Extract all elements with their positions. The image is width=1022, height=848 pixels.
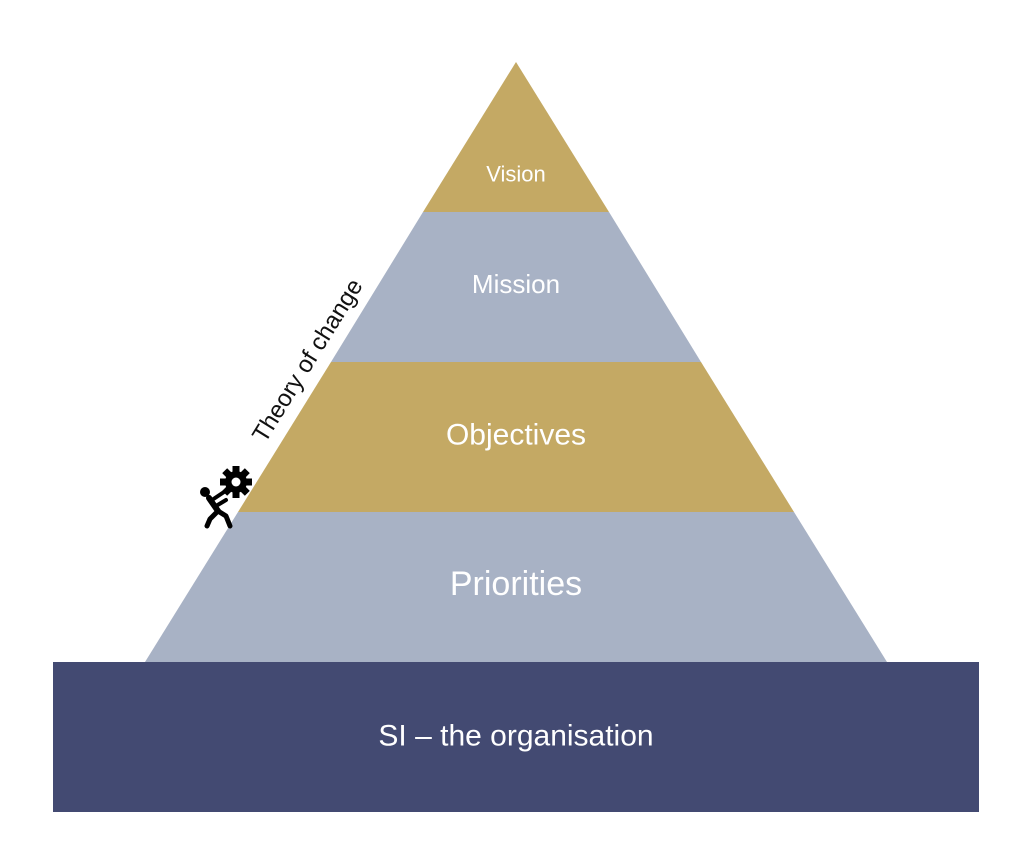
person-pushing-gear-icon xyxy=(200,466,252,529)
pyramid-label-mission: Mission xyxy=(472,269,560,299)
organisation-base-label: SI – the organisation xyxy=(378,720,653,753)
pyramid-label-priorities: Priorities xyxy=(450,565,582,603)
pyramid-label-vision: Vision xyxy=(486,162,546,187)
pyramid-layer-mission xyxy=(331,212,701,362)
pyramid-label-objectives: Objectives xyxy=(446,419,586,452)
pyramid-layer-objectives xyxy=(238,362,794,512)
pyramid-layer-vision xyxy=(423,62,609,212)
pyramid-layer-priorities xyxy=(145,512,887,662)
organisation-base xyxy=(53,662,979,812)
